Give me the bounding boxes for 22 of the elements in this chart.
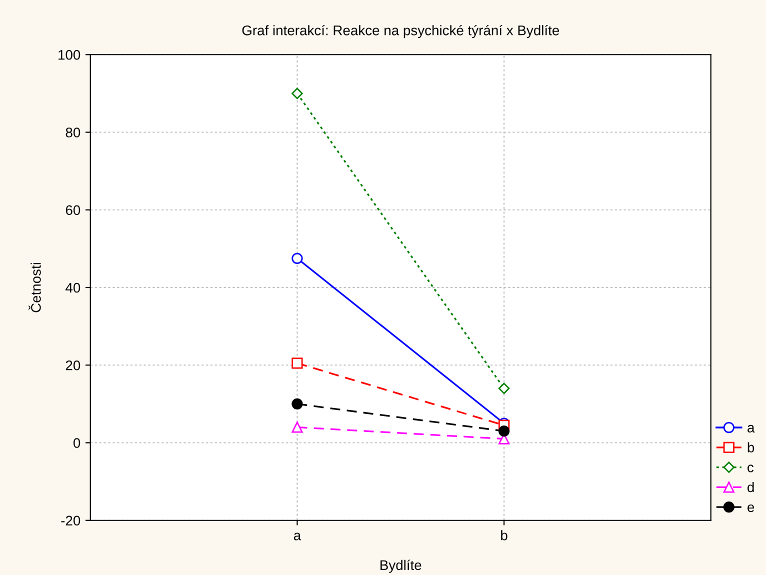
y-tick-label: 20 xyxy=(66,360,80,370)
legend-label: a xyxy=(748,424,755,433)
legend-label: e xyxy=(748,504,754,512)
legend-label: d xyxy=(748,482,754,492)
point xyxy=(292,88,303,100)
legend-label: c xyxy=(748,464,754,472)
point xyxy=(498,382,510,394)
x-axis-title: Bydlíte xyxy=(380,560,422,573)
point xyxy=(292,422,303,433)
chart-title: Graf interakcí: Reakce na psychické týrání x Bydlíte xyxy=(242,24,560,38)
y-tick-label: 0 xyxy=(73,438,80,448)
y-tick-label: 100 xyxy=(58,50,80,60)
point xyxy=(292,358,303,369)
y-tick-label: 80 xyxy=(66,128,80,138)
point xyxy=(292,252,303,264)
point xyxy=(292,398,303,410)
y-tick-label: 60 xyxy=(66,205,80,216)
y-tick-label: -20 xyxy=(61,516,80,526)
y-axis-title: Četnosti xyxy=(28,262,41,312)
legend-label: b xyxy=(748,442,754,452)
point xyxy=(498,426,510,437)
y-tick-label: 40 xyxy=(66,282,80,293)
